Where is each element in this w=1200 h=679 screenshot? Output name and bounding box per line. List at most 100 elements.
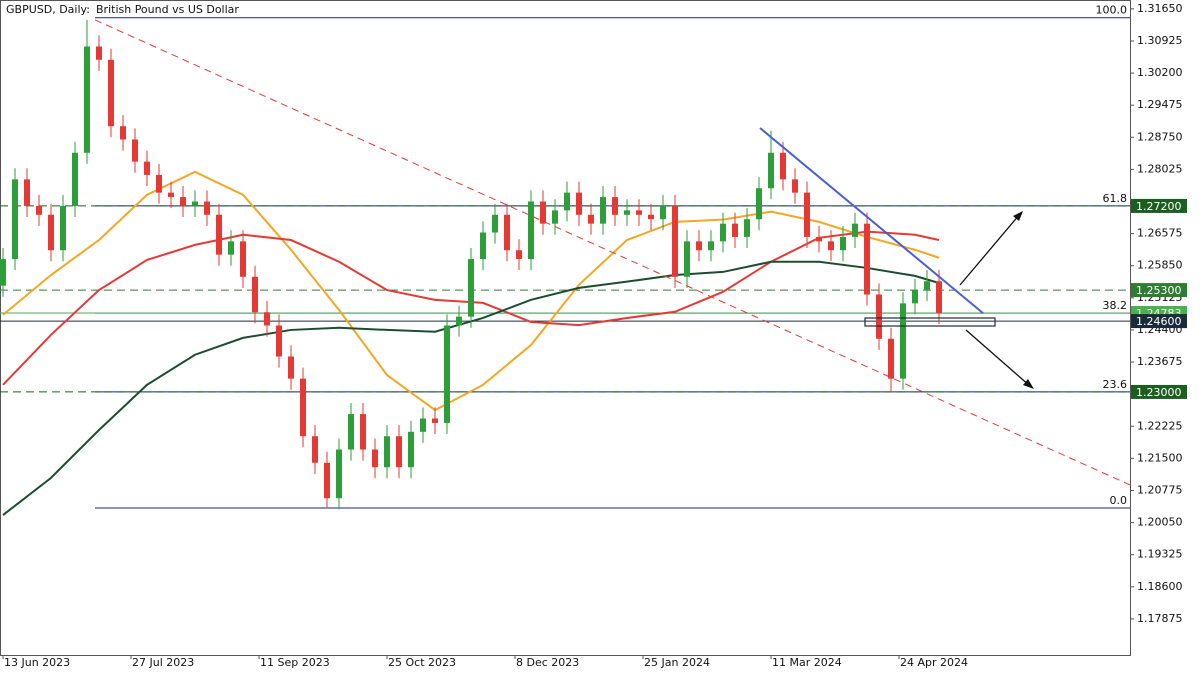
y-tick-label: 1.28025 xyxy=(1137,162,1183,175)
candle-body xyxy=(924,281,930,291)
x-tick-label: 25 Jan 2024 xyxy=(644,656,710,669)
price-box-label: 1.24600 xyxy=(1136,315,1182,328)
candle-body xyxy=(588,214,594,224)
price-box-label: 1.23000 xyxy=(1136,386,1182,399)
price-box xyxy=(1131,314,1187,329)
candle-body xyxy=(768,152,774,189)
x-tick-label: 13 Jun 2023 xyxy=(4,656,70,669)
candle-body xyxy=(456,316,462,326)
moving-average xyxy=(2,230,940,386)
candle-body xyxy=(348,414,354,450)
candle-body xyxy=(264,312,270,326)
candle-body xyxy=(852,223,858,237)
x-tick-label: 11 Sep 2023 xyxy=(260,656,330,669)
candle-body xyxy=(708,241,714,251)
candle-body xyxy=(12,179,18,260)
y-tick-label: 1.31650 xyxy=(1137,2,1183,15)
candle-body xyxy=(888,338,894,379)
candle-body xyxy=(756,188,762,220)
candle-body xyxy=(816,236,822,242)
candle-body xyxy=(840,236,846,251)
moving-average xyxy=(2,170,940,412)
candle-body xyxy=(216,214,222,255)
candle-body xyxy=(444,325,450,423)
candle-body xyxy=(732,223,738,237)
candle-body xyxy=(24,179,30,206)
symbol: GBPUSD, Daily: xyxy=(6,3,90,16)
candle-body xyxy=(132,139,138,162)
candle-body xyxy=(648,214,654,220)
candle-body xyxy=(420,418,426,432)
candle-body xyxy=(744,219,750,237)
candle-body xyxy=(864,223,870,295)
candle-body xyxy=(36,205,42,215)
y-tick-label: 1.26575 xyxy=(1137,227,1183,240)
price-box-label: 1.25300 xyxy=(1136,284,1182,297)
candle-body xyxy=(108,59,114,127)
candle-body xyxy=(204,201,210,215)
candle-body xyxy=(576,192,582,215)
candle-body xyxy=(336,449,342,499)
candle-body xyxy=(360,414,366,450)
x-tick-label: 11 Mar 2024 xyxy=(772,656,842,669)
candle-body xyxy=(276,325,282,357)
price-box xyxy=(1131,283,1187,298)
arrow-head xyxy=(1013,211,1023,221)
y-tick-label: 1.20050 xyxy=(1137,516,1183,529)
y-tick-label: 1.28750 xyxy=(1137,130,1183,143)
candle-body xyxy=(804,192,810,237)
annotations xyxy=(864,211,1034,389)
y-tick-label: 1.19325 xyxy=(1137,548,1183,561)
fib-label: 61.8 xyxy=(1103,192,1128,205)
candle-body xyxy=(660,205,666,220)
candle-body xyxy=(240,241,246,277)
description: British Pound vs US Dollar xyxy=(96,3,239,16)
candle-body xyxy=(912,290,918,304)
x-tick-label: 24 Apr 2024 xyxy=(900,656,968,669)
trendline xyxy=(94,19,1131,486)
fib-label: 0.0 xyxy=(1110,494,1128,507)
price-box xyxy=(1131,198,1187,213)
candle-body xyxy=(0,259,6,286)
candle-body xyxy=(252,276,258,313)
plot-layer xyxy=(0,17,1131,516)
candle-body xyxy=(672,205,678,277)
price-box xyxy=(1131,384,1187,399)
candle-body xyxy=(156,174,162,193)
fib-label: 38.2 xyxy=(1103,299,1128,312)
candle-body xyxy=(900,303,906,379)
trendline xyxy=(759,127,984,314)
candle-body xyxy=(312,436,318,463)
fib-label: 100.0 xyxy=(1096,4,1128,17)
moving-average xyxy=(2,260,940,516)
candle-body xyxy=(72,152,78,206)
candle-body xyxy=(792,179,798,193)
candle-body xyxy=(384,436,390,468)
candle-body xyxy=(696,241,702,251)
candle-body xyxy=(144,161,150,175)
candle-body xyxy=(96,46,102,60)
candle-body xyxy=(300,378,306,437)
price-box-label: 1.27200 xyxy=(1136,200,1182,213)
x-tick-label: 27 Jul 2023 xyxy=(132,656,194,669)
fib-label: 23.6 xyxy=(1103,378,1128,391)
candle-body xyxy=(612,197,618,215)
candle-body xyxy=(228,241,234,255)
candle-body xyxy=(120,126,126,140)
candle-body xyxy=(516,250,522,260)
candle-body xyxy=(168,192,174,198)
candle-body xyxy=(720,223,726,242)
y-tick-label: 1.30200 xyxy=(1137,66,1183,79)
candle-body xyxy=(624,210,630,215)
candle-body xyxy=(492,214,498,233)
candle-body xyxy=(192,201,198,206)
y-tick-label: 1.20775 xyxy=(1137,483,1183,496)
candle-body xyxy=(828,241,834,251)
y-tick-label: 1.17875 xyxy=(1137,612,1183,625)
y-tick-label: 1.22225 xyxy=(1137,419,1183,432)
arrow-down xyxy=(965,329,1031,387)
candle-body xyxy=(480,232,486,260)
zone-box xyxy=(864,317,996,327)
y-tick-label: 1.23675 xyxy=(1137,355,1183,368)
